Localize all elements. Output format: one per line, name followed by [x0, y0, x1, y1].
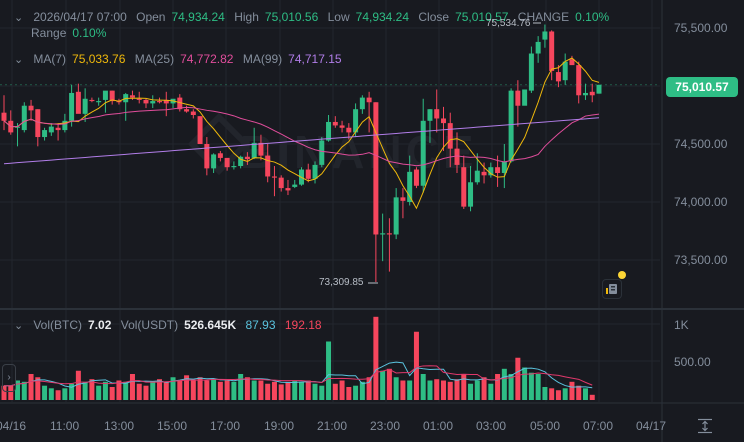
vol-usdt-value: 526.645K [184, 318, 237, 332]
time-tick: 17:00 [210, 419, 241, 433]
volume-tick: 1K [674, 318, 689, 332]
datetime: 2026/04/17 07:00 [33, 10, 127, 24]
ma99-label: MA(99) [242, 52, 283, 66]
ma99-value: 74,717.15 [288, 52, 342, 66]
time-tick: 13:00 [104, 419, 135, 433]
open-label: Open [136, 10, 166, 24]
time-tick: 04/16 [0, 419, 27, 433]
high-marker-label: 75,534.76 [486, 18, 531, 29]
auto-scale-button[interactable] [697, 418, 713, 434]
price-tick: 74,500.00 [674, 137, 728, 151]
ohlc-legend: ⌄ 2026/04/17 07:00 Open 74,934.24 High 75,… [14, 9, 615, 26]
time-tick: 23:00 [370, 419, 401, 433]
price-tick: 75,500.00 [674, 21, 728, 35]
time-tick: 07:00 [583, 419, 614, 433]
open-value: 74,934.24 [171, 10, 225, 24]
current-price-tag: 75,010.57 [666, 77, 738, 97]
change-label: CHANGE [517, 10, 570, 24]
high-value: 75,010.56 [264, 10, 319, 24]
time-tick: 15:00 [157, 419, 188, 433]
time-tick: 03:00 [476, 419, 507, 433]
time-tick: 21:00 [317, 419, 348, 433]
event-notes-button[interactable] [602, 279, 622, 299]
low-label: Low [327, 10, 350, 24]
ma7-value: 75,033.76 [72, 52, 126, 66]
volume-tick: 500.00 [674, 355, 711, 369]
range-label: Range [31, 26, 67, 40]
ma-legend: ⌄ MA(7) 75,033.76 MA(25) 74,772.82 MA(99) 7… [14, 51, 348, 68]
close-value: 75,010.57 [455, 10, 509, 24]
high-label: High [234, 10, 259, 24]
notes-icon [606, 284, 617, 294]
vol-usdt-label: Vol(USDT) [120, 318, 179, 332]
ma7-label: MA(7) [33, 52, 67, 66]
range-value: 0.10% [72, 26, 107, 40]
change-value: 0.10% [575, 10, 610, 24]
price-tick: 74,000.00 [674, 195, 728, 209]
close-label: Close [418, 10, 450, 24]
low-marker-label: 73,309.85 [319, 277, 364, 288]
auto-scale-icon [698, 418, 712, 434]
volume-legend: ⌄ Vol(BTC) 7.02 Vol(USDT) 526.645K 87.93 1… [14, 317, 328, 334]
collapse-chevron-icon[interactable]: ⌄ [14, 320, 24, 332]
notification-dot [618, 271, 626, 279]
vol-ma-a-value: 87.93 [245, 318, 276, 332]
ma25-label: MA(25) [134, 52, 175, 66]
time-tick: 04/17 [636, 419, 667, 433]
ma25-value: 74,772.82 [180, 52, 234, 66]
vol-btc-value: 7.02 [88, 318, 112, 332]
time-tick: 19:00 [264, 419, 295, 433]
low-value: 74,934.24 [355, 10, 410, 24]
time-tick: 05:00 [530, 419, 561, 433]
expand-panel-chevron-icon[interactable]: › [2, 364, 16, 392]
time-tick: 11:00 [50, 419, 80, 433]
vol-ma-b-value: 192.18 [284, 318, 322, 332]
collapse-chevron-icon[interactable]: ⌄ [14, 12, 24, 24]
collapse-chevron-icon[interactable]: ⌄ [14, 54, 24, 66]
svg-text:BINANCE: BINANCE [240, 126, 478, 178]
vol-btc-label: Vol(BTC) [33, 318, 83, 332]
time-tick: 01:00 [423, 419, 454, 433]
price-tick: 73,500.00 [674, 253, 728, 267]
range-legend: Range 0.10% [31, 25, 112, 41]
